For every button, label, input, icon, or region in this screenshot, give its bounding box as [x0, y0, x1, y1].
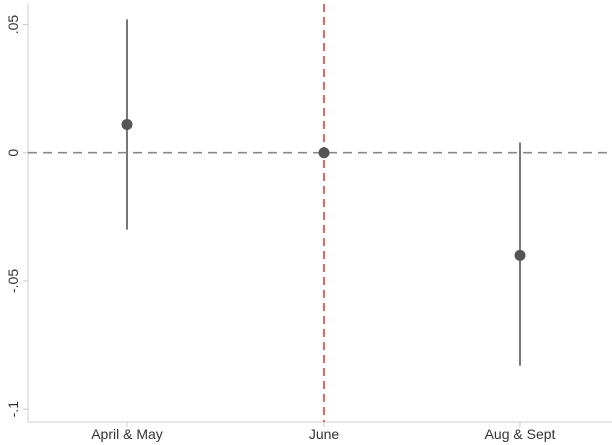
x-tick-label: April & May [91, 426, 163, 442]
point-estimate [514, 249, 526, 261]
x-tick-label: June [309, 426, 340, 442]
y-tick-label: 0 [5, 149, 21, 157]
axes [23, 4, 612, 427]
tick-labels: .05 0 -.05 -.1 April & May June Aug & Sept [5, 15, 556, 442]
y-tick-label: .05 [5, 15, 21, 35]
y-tick-label: -.05 [5, 269, 21, 293]
point-estimate [318, 147, 330, 159]
y-tick-label: -.1 [5, 401, 21, 418]
reference-lines [28, 4, 612, 422]
data-marks [121, 19, 526, 366]
point-estimate [121, 119, 133, 131]
x-tick-label: Aug & Sept [485, 426, 556, 442]
